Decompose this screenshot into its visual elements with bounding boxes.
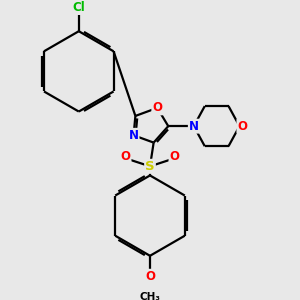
Text: CH₃: CH₃ xyxy=(140,292,160,300)
Text: O: O xyxy=(152,101,162,114)
Text: S: S xyxy=(145,160,155,173)
Text: N: N xyxy=(189,120,199,133)
Text: O: O xyxy=(121,150,130,163)
Text: O: O xyxy=(237,120,248,133)
Text: O: O xyxy=(169,150,179,163)
Text: N: N xyxy=(129,129,139,142)
Text: O: O xyxy=(145,270,155,283)
Text: Cl: Cl xyxy=(72,1,85,14)
